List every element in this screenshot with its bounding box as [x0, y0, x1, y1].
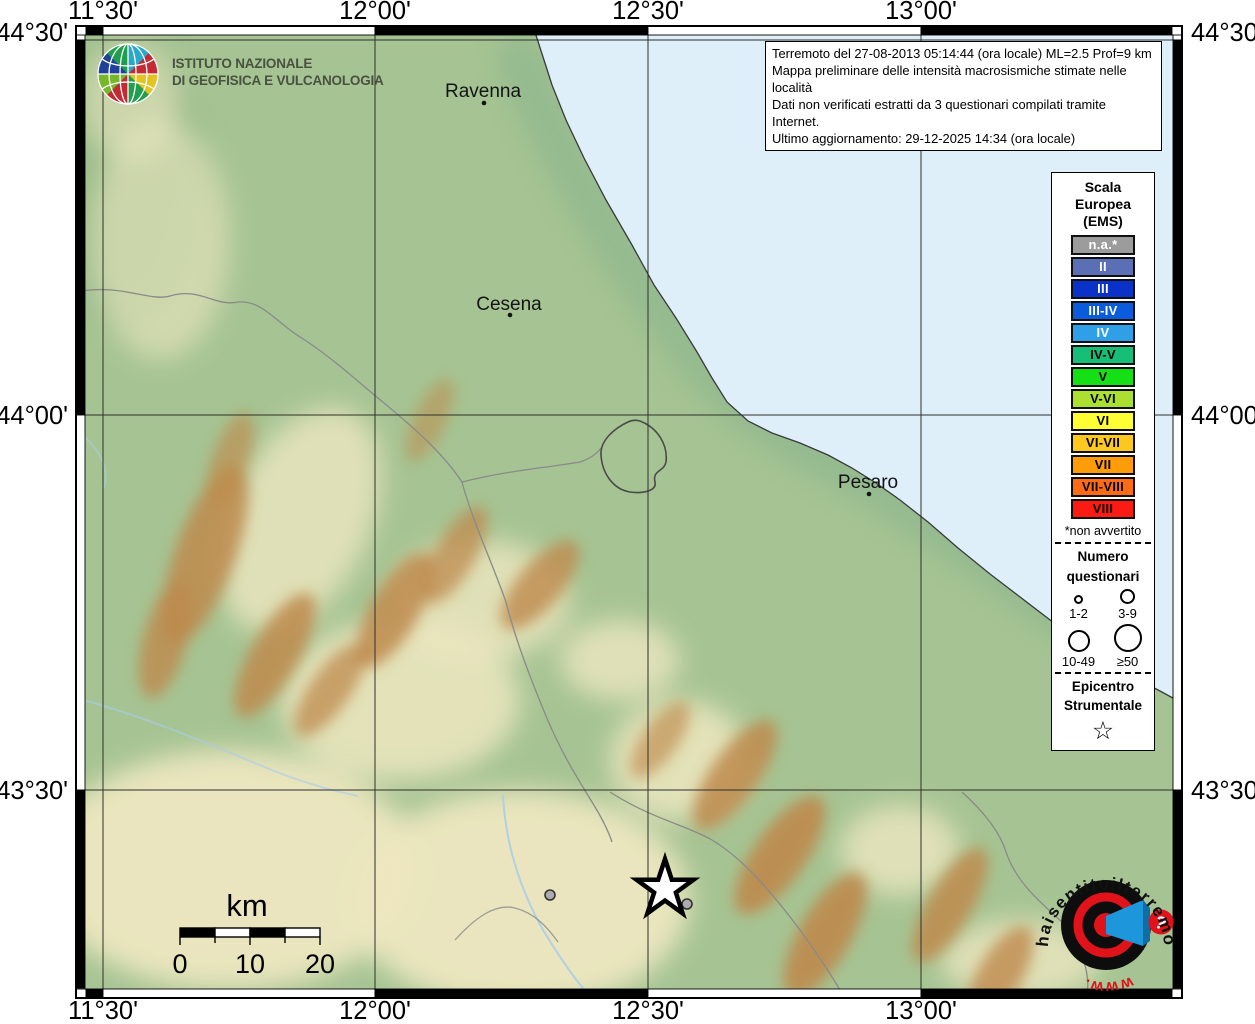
ems-chip-III: III [1071, 279, 1135, 300]
city-labels: Ravenna Cesena Pesaro [445, 81, 898, 497]
questionnaire-circle-icon [1067, 629, 1090, 652]
observation-point [544, 889, 556, 901]
questionnaire-circle-icon [1120, 588, 1135, 604]
lat-label-right: 44°30' [1191, 19, 1255, 47]
legend-title-epicenter: Epicentro Strumentale [1063, 678, 1143, 714]
lat-label-left: 44°00' [0, 402, 68, 430]
ingv-name-line2: DI GEOFISICA E VULCANOLOGIA [172, 73, 384, 88]
logo-www-text: www. [1081, 973, 1136, 996]
ems-chip-VI-VII: VI-VII [1071, 433, 1135, 454]
questionnaire-size-grid: 1-2 3-9 10-49 ≥50 [1054, 588, 1152, 669]
questionnaire-size-label: ≥50 [1116, 653, 1139, 669]
legend-divider [1055, 671, 1151, 674]
scale-tick-20: 20 [305, 949, 335, 979]
map-frame-bands [75, 25, 1183, 999]
graticule [76, 26, 1182, 998]
lon-label-top: 12°30' [612, 0, 684, 25]
question-badge [1148, 909, 1174, 935]
questionnaire-size-label: 1-2 [1069, 605, 1088, 621]
lon-label-bottom: 13°00' [885, 997, 957, 1024]
ems-chip-IV-V: IV-V [1071, 345, 1135, 366]
ems-chip-VII: VII [1071, 455, 1135, 476]
questionnaire-size-label: 3-9 [1118, 605, 1137, 621]
ems-chip-V: V [1071, 367, 1135, 388]
city-marker-pesaro [866, 491, 872, 497]
ems-chip-V-VI: V-VI [1071, 389, 1135, 410]
info-line-event: Terremoto del 27-08-2013 05:14:44 (ora l… [772, 46, 1152, 61]
info-line-updated: Ultimo aggiornamento: 29-12-2025 14:34 (… [772, 131, 1076, 147]
ems-chip-n.a.*: n.a.* [1071, 235, 1135, 256]
lat-label-left: 44°30' [0, 19, 68, 47]
scale-tick-10: 10 [235, 949, 265, 979]
info-line-map-type: Mappa preliminare delle intensità macros… [772, 63, 1127, 96]
ems-footnote: *non avvertito [1064, 524, 1142, 539]
city-marker-cesena [507, 312, 513, 318]
ems-chip-VII-VIII: VII-VIII [1071, 477, 1135, 498]
scale-tick-0: 0 [172, 949, 187, 979]
ingv-name-line1: ISTITUTO NAZIONALE [172, 56, 312, 71]
ingv-logo: ISTITUTO NAZIONALE DI GEOFISICA E VULCAN… [97, 43, 384, 105]
terrain-layer [76, 26, 1182, 999]
legend-divider [1055, 542, 1151, 545]
lon-label-bottom: 12°30' [612, 997, 684, 1024]
questionnaire-size-1-2: 1-2 [1054, 589, 1103, 621]
coastline [532, 26, 1182, 704]
lat-label-left: 43°30' [0, 777, 68, 805]
lon-label-top: 12°00' [339, 0, 411, 25]
ems-chip-II: II [1071, 257, 1135, 278]
epicenter-star-symbol: ☆ [1091, 716, 1115, 745]
questionnaire-size-10-49: 10-49 [1054, 624, 1103, 669]
ems-chip-III-IV: III-IV [1071, 301, 1135, 322]
ems-chip-VI: VI [1071, 411, 1135, 432]
scale-bar: km 0 10 20 [172, 888, 335, 979]
lat-label-right: 44°00' [1191, 402, 1255, 430]
observation-point [681, 898, 693, 910]
san-marino-boundary [600, 419, 667, 494]
earthquake-info-box: Terremoto del 27-08-2013 05:14:44 (ora l… [765, 41, 1162, 152]
lon-label-bottom: 12°00' [339, 997, 411, 1024]
questionnaire-circle-icon [1074, 594, 1083, 604]
city-label-ravenna: Ravenna [445, 81, 521, 102]
legend-title-ems: Scala Europea (EMS) [1074, 179, 1131, 229]
ems-chip-IV: IV [1071, 323, 1135, 344]
lat-label-right: 43°30' [1191, 777, 1255, 805]
info-line-data-source: Dati non verificati estratti da 3 questi… [772, 97, 1106, 130]
adriatic-sea [533, 26, 1182, 703]
lon-label-top: 11°30' [68, 0, 138, 25]
city-label-pesaro: Pesaro [838, 472, 898, 493]
map-frame [75, 25, 1183, 999]
questionnaire-circle-icon [1113, 623, 1142, 652]
lon-label-top: 13°00' [885, 0, 957, 25]
megaphone-icon [1106, 900, 1143, 946]
ems-chip-VIII: VIII [1071, 499, 1135, 520]
legend-panel: Scala Europea (EMS) n.a.* II III III-IV IV IV… [1051, 172, 1155, 751]
city-marker-ravenna [481, 100, 487, 106]
questionnaire-size-≥50: ≥50 [1103, 623, 1152, 669]
lon-label-bottom: 11°30' [68, 997, 138, 1024]
epicenter-star [629, 851, 701, 920]
ingv-globe-icon [97, 43, 159, 105]
city-label-cesena: Cesena [476, 294, 542, 315]
scale-bar-unit: km [226, 888, 267, 923]
ems-scale-list: n.a.* II III III-IV IV IV-V V V-VI VI VI-VII VII VI… [1052, 235, 1154, 520]
questionnaire-size-3-9: 3-9 [1103, 588, 1152, 621]
questionnaire-size-label: 10-49 [1061, 653, 1096, 669]
mountain-ridges [138, 378, 1034, 999]
legend-title-questionnaires: Numero questionari [1066, 549, 1140, 584]
